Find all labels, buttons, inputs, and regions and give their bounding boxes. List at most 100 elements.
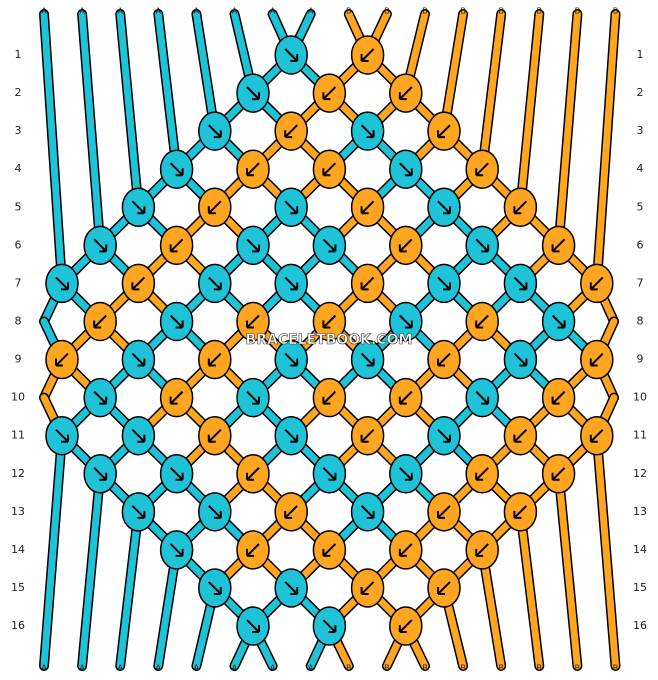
knot-arrow bbox=[169, 390, 184, 405]
knot-arrow bbox=[207, 428, 222, 443]
knot-arrow bbox=[551, 390, 566, 405]
row-number-right: 5 bbox=[637, 200, 644, 213]
knot-arrow bbox=[208, 581, 222, 595]
knot-arrow bbox=[208, 276, 222, 291]
knot-arrow bbox=[322, 619, 337, 634]
string bbox=[593, 10, 619, 287]
knot-arrow bbox=[207, 352, 222, 367]
labels: A A A A A A A A B B B B B B B BA A A A A A A A B B B B B B B B12345678… bbox=[11, 7, 647, 673]
knot-arrow bbox=[246, 390, 260, 405]
knot-arrow bbox=[169, 238, 184, 253]
string-label-top: A bbox=[41, 7, 47, 16]
knot-arrow bbox=[399, 314, 413, 329]
knot-arrow bbox=[360, 581, 375, 595]
knot-arrow bbox=[284, 124, 298, 139]
knot-arrow bbox=[398, 86, 413, 101]
knot-arrow bbox=[322, 467, 337, 481]
string-label-bottom: B bbox=[384, 664, 390, 673]
knot-arrow bbox=[322, 238, 337, 253]
knot-arrow bbox=[398, 390, 413, 405]
string-label-bottom: A bbox=[270, 664, 276, 673]
row-number-right: 2 bbox=[637, 86, 644, 99]
string-label-top: A bbox=[117, 7, 123, 16]
row-number-left: 12 bbox=[11, 467, 25, 480]
row-number-left: 6 bbox=[15, 238, 22, 251]
knot-arrow bbox=[246, 86, 260, 101]
knot-arrow bbox=[360, 428, 375, 443]
row-number-left: 7 bbox=[15, 276, 22, 289]
string-label-top: A bbox=[79, 7, 85, 16]
knot-arrow bbox=[399, 162, 413, 177]
knot-arrow bbox=[437, 428, 451, 443]
knot-arrow bbox=[398, 619, 413, 634]
knot-arrow bbox=[513, 200, 528, 215]
row-number-left: 4 bbox=[15, 162, 22, 175]
string-label-top: B bbox=[613, 7, 619, 16]
string-label-bottom: A bbox=[308, 664, 314, 673]
knot-arrow bbox=[284, 505, 298, 519]
knot-arrow bbox=[322, 162, 337, 177]
knot-arrow bbox=[437, 581, 451, 595]
watermark: BRACELETBOOK.COM bbox=[246, 332, 413, 348]
knot-arrow bbox=[360, 200, 375, 215]
row-number-right: 10 bbox=[633, 391, 647, 404]
knot-arrow bbox=[131, 352, 146, 367]
knot-arrow bbox=[513, 276, 528, 291]
row-number-right: 6 bbox=[637, 238, 644, 251]
knot-arrow bbox=[437, 505, 451, 519]
knot-arrow bbox=[55, 428, 69, 443]
knot-arrow bbox=[55, 276, 69, 291]
string bbox=[555, 470, 581, 670]
string-label-top: B bbox=[460, 7, 466, 16]
row-number-right: 13 bbox=[633, 505, 647, 518]
string-label-bottom: A bbox=[194, 664, 200, 673]
knot-arrow bbox=[246, 314, 260, 329]
string bbox=[78, 10, 104, 249]
string-label-bottom: A bbox=[232, 664, 238, 673]
row-number-right: 14 bbox=[633, 543, 647, 556]
string-label-bottom: B bbox=[460, 664, 466, 673]
knot-arrow bbox=[93, 314, 107, 329]
knot-arrow bbox=[475, 162, 489, 177]
knot-arrow bbox=[360, 505, 375, 519]
knot-arrow bbox=[131, 276, 146, 291]
string bbox=[192, 10, 219, 135]
knot-arrow bbox=[284, 48, 299, 62]
knot-arrow bbox=[284, 428, 299, 443]
knot-arrow bbox=[360, 48, 375, 62]
string-label-bottom: B bbox=[613, 664, 619, 673]
row-number-left: 5 bbox=[15, 200, 22, 213]
row-number-left: 3 bbox=[15, 124, 22, 137]
knot-arrow bbox=[284, 352, 299, 367]
string-label-bottom: A bbox=[117, 664, 123, 673]
string-label-bottom: B bbox=[575, 664, 581, 673]
knot-arrow bbox=[589, 428, 604, 443]
string bbox=[78, 470, 104, 670]
string bbox=[516, 508, 543, 670]
string bbox=[40, 432, 66, 670]
string-label-top: B bbox=[498, 7, 504, 16]
knot-arrow bbox=[551, 238, 566, 253]
row-number-right: 12 bbox=[633, 467, 647, 480]
string bbox=[440, 10, 467, 135]
knot-arrow bbox=[437, 352, 451, 367]
row-number-left: 13 bbox=[11, 505, 25, 518]
row-number-right: 4 bbox=[637, 162, 644, 175]
knot-arrow bbox=[322, 86, 337, 101]
string bbox=[593, 432, 619, 670]
knot-arrow bbox=[131, 200, 146, 215]
string bbox=[478, 10, 505, 173]
knot-arrow bbox=[246, 543, 260, 557]
string bbox=[516, 10, 543, 211]
knot-arrow bbox=[398, 238, 413, 253]
knot-arrow bbox=[475, 390, 490, 405]
string bbox=[116, 508, 142, 670]
knot-arrow bbox=[169, 162, 184, 177]
string-label-top: A bbox=[194, 7, 200, 16]
knot-arrow bbox=[513, 505, 528, 519]
knot-arrow bbox=[360, 276, 375, 291]
string-label-top: B bbox=[422, 7, 428, 16]
string bbox=[154, 10, 181, 173]
knot-arrow bbox=[284, 200, 299, 215]
